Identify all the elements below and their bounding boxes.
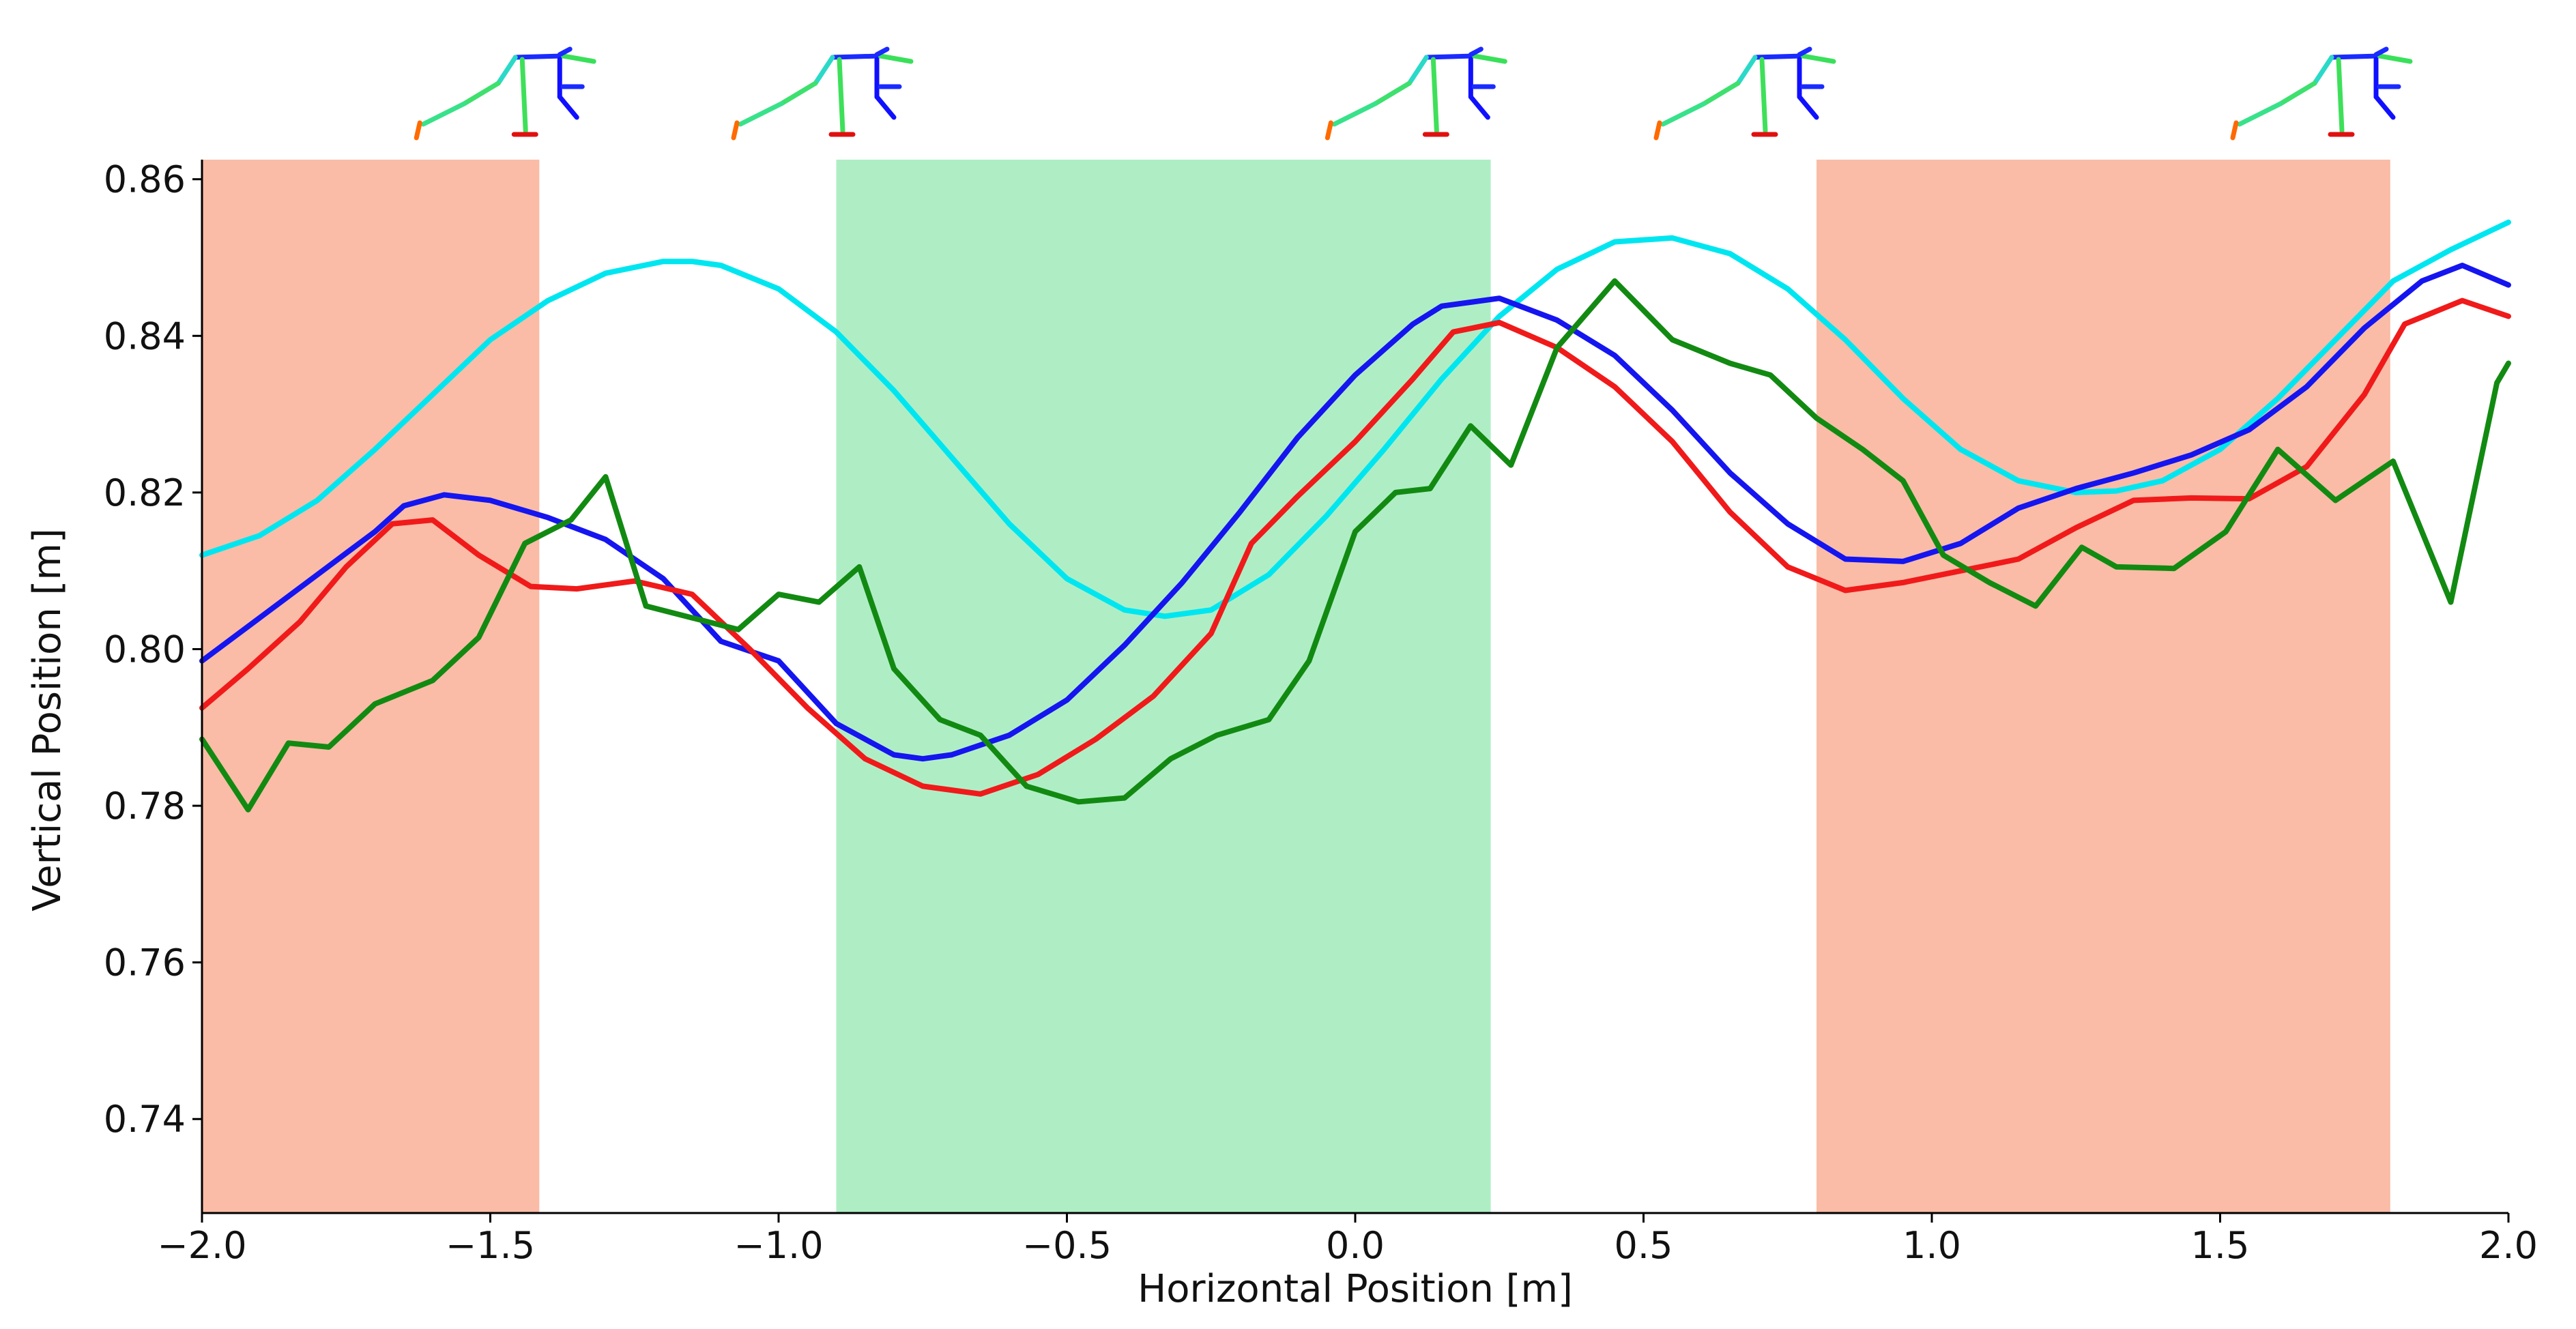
tick-labels: −2.0 −1.5 −1.0 −0.5 0.0 0.5 1.0 1.5 2.0 0.74 0.76 0… [104,158,2538,1267]
pose-limb [420,101,467,127]
x-tick-label: −0.5 [1022,1224,1112,1267]
series-line-cyan [199,219,2511,619]
x-tick-label: 2.0 [2479,1224,2538,1267]
pose-limb [1800,53,1836,64]
pose-limb [1468,46,1484,57]
pose-limb [2329,53,2382,60]
pose-limb [557,94,579,120]
y-axis-label: Vertical Position [m] [25,528,70,911]
pose-limb [2237,101,2283,127]
pose-figure-1 [414,46,596,141]
pose-limb [878,53,914,64]
pose-limb [414,120,422,141]
pose-limb [830,53,883,60]
pose-limb [837,57,845,134]
x-tick-label: 0.5 [1615,1224,1673,1267]
x-tick-label: −1.0 [734,1224,823,1267]
series-line-blue [199,263,2511,762]
pose-limb [557,46,573,57]
pose-limb [738,101,784,127]
pose-limb [1406,55,1429,86]
pose-limb [1325,120,1333,141]
x-tick-label: 0.0 [1326,1224,1385,1267]
pose-limb [813,55,835,86]
pose-limb [1797,94,1819,120]
series-line-red [199,297,2511,797]
pose-limb [1797,46,1812,57]
pose-limb [1331,101,1378,127]
pose-limb [512,53,566,60]
pose-figure-2 [731,46,914,141]
pose-limb [2278,81,2317,106]
shaded-region-3 [1817,160,2390,1213]
pose-limb [461,81,501,106]
series-line-green [199,278,2511,813]
pose-limb [560,53,596,64]
pose-limb [1468,94,1490,120]
pose-limb [1701,81,1741,106]
pose-limb [731,120,740,141]
x-tick-label: −1.5 [446,1224,535,1267]
pose-limb [779,81,818,106]
y-tick-label: 0.76 [104,941,186,984]
y-tick-label: 0.84 [104,315,186,357]
pose-figures [414,46,2413,141]
pose-limb [2377,53,2413,64]
pose-limb [2312,55,2334,86]
pose-limb [1471,53,1507,64]
pose-limb [1660,101,1707,127]
pose-limb [1423,53,1477,60]
x-tick-label: −2.0 [157,1224,246,1267]
shaded-regions [202,160,2390,1213]
y-tick-label: 0.82 [104,471,186,514]
x-tick-label: 1.5 [2191,1224,2250,1267]
y-tick-label: 0.80 [104,628,186,671]
pose-limb [874,46,890,57]
y-tick-label: 0.78 [104,785,186,828]
pose-limb [519,57,528,134]
shaded-region-1 [202,160,540,1213]
pose-limb [2373,94,2396,120]
pose-limb [1735,55,1758,86]
pose-limb [1759,57,1768,134]
pose-limb [1372,81,1412,106]
pose-limb [2336,57,2345,134]
pose-limb [1752,53,1806,60]
pose-figure-5 [2230,46,2413,141]
pose-figure-4 [1653,46,1836,141]
y-tick-label: 0.86 [104,158,186,201]
y-tick-label: 0.74 [104,1098,186,1141]
pose-limb [874,94,897,120]
series-lines [199,219,2511,813]
pose-limb [495,55,518,86]
pose-limb [1430,57,1439,134]
pose-limb [2373,46,2389,57]
pose-figure-3 [1325,46,1507,141]
pose-limb [1653,120,1662,141]
pose-limb [2230,120,2239,141]
x-axis-label: Horizontal Position [m] [1138,1267,1573,1311]
x-tick-label: 1.0 [1902,1224,1961,1267]
